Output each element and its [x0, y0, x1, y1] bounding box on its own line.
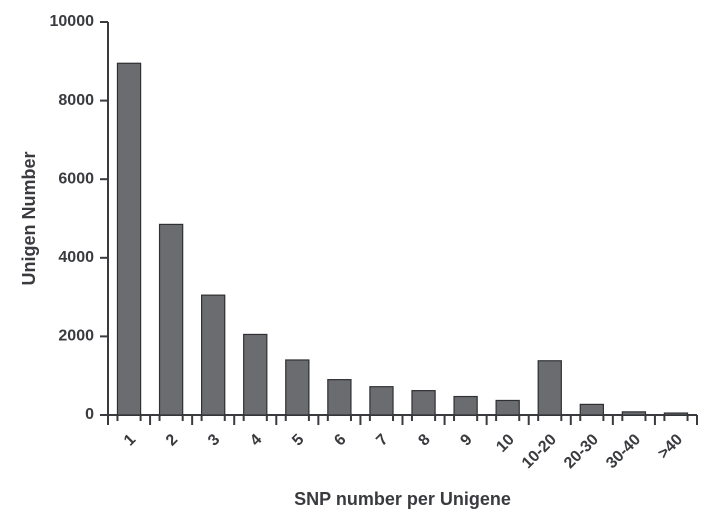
x-tick-label: 2: [163, 431, 181, 449]
y-tick-label: 0: [85, 406, 94, 423]
x-tick-label: 1: [121, 431, 139, 449]
x-tick-label: 4: [247, 431, 265, 449]
y-axis-title: Unigen Number: [19, 151, 39, 285]
x-tick-label: 3: [205, 431, 223, 449]
x-tick-label: 20-30: [561, 431, 602, 472]
bar: [117, 63, 140, 415]
bar: [160, 224, 183, 415]
y-tick-label: 2000: [58, 328, 94, 345]
y-tick-label: 10000: [50, 13, 95, 30]
x-tick-label: 10-20: [519, 431, 560, 472]
y-tick-label: 8000: [58, 92, 94, 109]
bar: [454, 397, 477, 415]
bar: [496, 400, 519, 415]
x-tick-label: 9: [457, 431, 475, 449]
x-tick-label: 7: [373, 431, 391, 449]
bar: [370, 387, 393, 415]
x-tick-label: 10: [493, 431, 518, 456]
x-tick-label: 8: [415, 431, 433, 449]
bar: [328, 380, 351, 415]
bar: [286, 360, 309, 415]
x-axis-title: SNP number per Unigene: [294, 489, 511, 509]
bar: [244, 334, 267, 415]
y-tick-label: 6000: [58, 170, 94, 187]
bar-chart-svg: 0 2000 4000 6000 8000 10000 Unigen Number 1 2 3 4 5…: [0, 0, 715, 521]
bar: [538, 361, 561, 415]
bar: [580, 404, 603, 415]
chart-container: 0 2000 4000 6000 8000 10000 Unigen Number 1 2 3 4 5…: [0, 0, 715, 521]
x-tick-label: 5: [289, 431, 307, 449]
bar: [412, 391, 435, 415]
bar: [202, 295, 225, 415]
bar: [622, 412, 645, 415]
y-tick-label: 4000: [58, 249, 94, 266]
x-tick-label: 30-40: [603, 431, 644, 472]
bar: [664, 413, 687, 415]
x-tick-label: >40: [655, 431, 686, 462]
x-tick-label: 6: [331, 431, 349, 449]
